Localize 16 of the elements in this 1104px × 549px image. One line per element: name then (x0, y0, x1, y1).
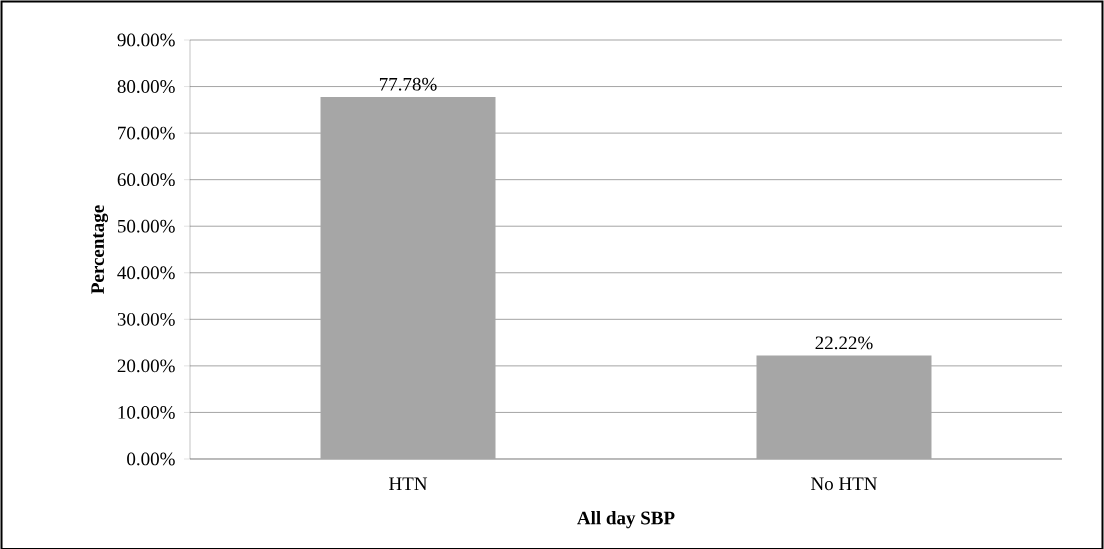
y-tick-label: 50.00% (118, 219, 175, 233)
x-axis-title: All day SBP (577, 511, 675, 529)
y-tick-label: 0.00% (127, 452, 175, 466)
y-tick-label: 90.00% (117, 33, 175, 47)
data-label: 77.78% (379, 77, 437, 91)
y-tick-label: 20.00% (117, 359, 175, 373)
y-tick-label: 80.00% (117, 80, 175, 94)
y-tick-label: 70.00% (118, 126, 175, 140)
y-tick-label: 10.00% (118, 405, 175, 419)
x-tick-label: No HTN (811, 477, 878, 491)
y-tick-label: 40.00% (117, 266, 175, 280)
y-tick-label: 30.00% (117, 312, 175, 326)
y-tick-label: 60.00% (117, 173, 175, 187)
y-axis-title: Percentage (91, 205, 109, 294)
x-tick-label: HTN (389, 477, 428, 490)
data-label: 22.22% (815, 336, 873, 350)
